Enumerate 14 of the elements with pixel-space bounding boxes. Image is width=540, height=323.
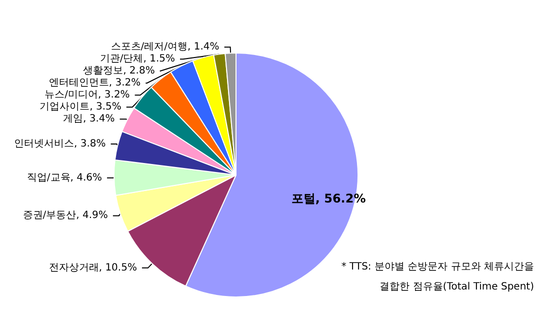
slice-label: 엔터테인먼트, 3.2% — [48, 78, 141, 89]
slice-label: 증권/부동산, 4.9% — [22, 210, 108, 222]
text: 결합한 점유율(Total Time Spent) — [380, 282, 534, 292]
slice-label: 기업사이트, 3.5% — [40, 102, 122, 113]
slice-label: 생활정보, 2.8% — [83, 66, 155, 77]
slice-label: 인터넷서비스, 3.8% — [14, 138, 106, 150]
slice-label: 포털, 56.2% — [291, 192, 366, 206]
slice-label: 게임, 3.4% — [63, 114, 115, 125]
text: * TTS: 분야별 순방문자 규모와 체류시간을 — [341, 262, 534, 272]
slice-label: 뉴스/미디어, 3.2% — [44, 90, 130, 101]
slice-label: 기관/단체, 1.5% — [100, 54, 176, 65]
slice-label: 직업/교육, 4.6% — [26, 172, 102, 184]
slice-label: 스포츠/레저/여행, 1.4% — [110, 42, 220, 53]
slice-label: 전자상거래, 10.5% — [48, 262, 137, 274]
